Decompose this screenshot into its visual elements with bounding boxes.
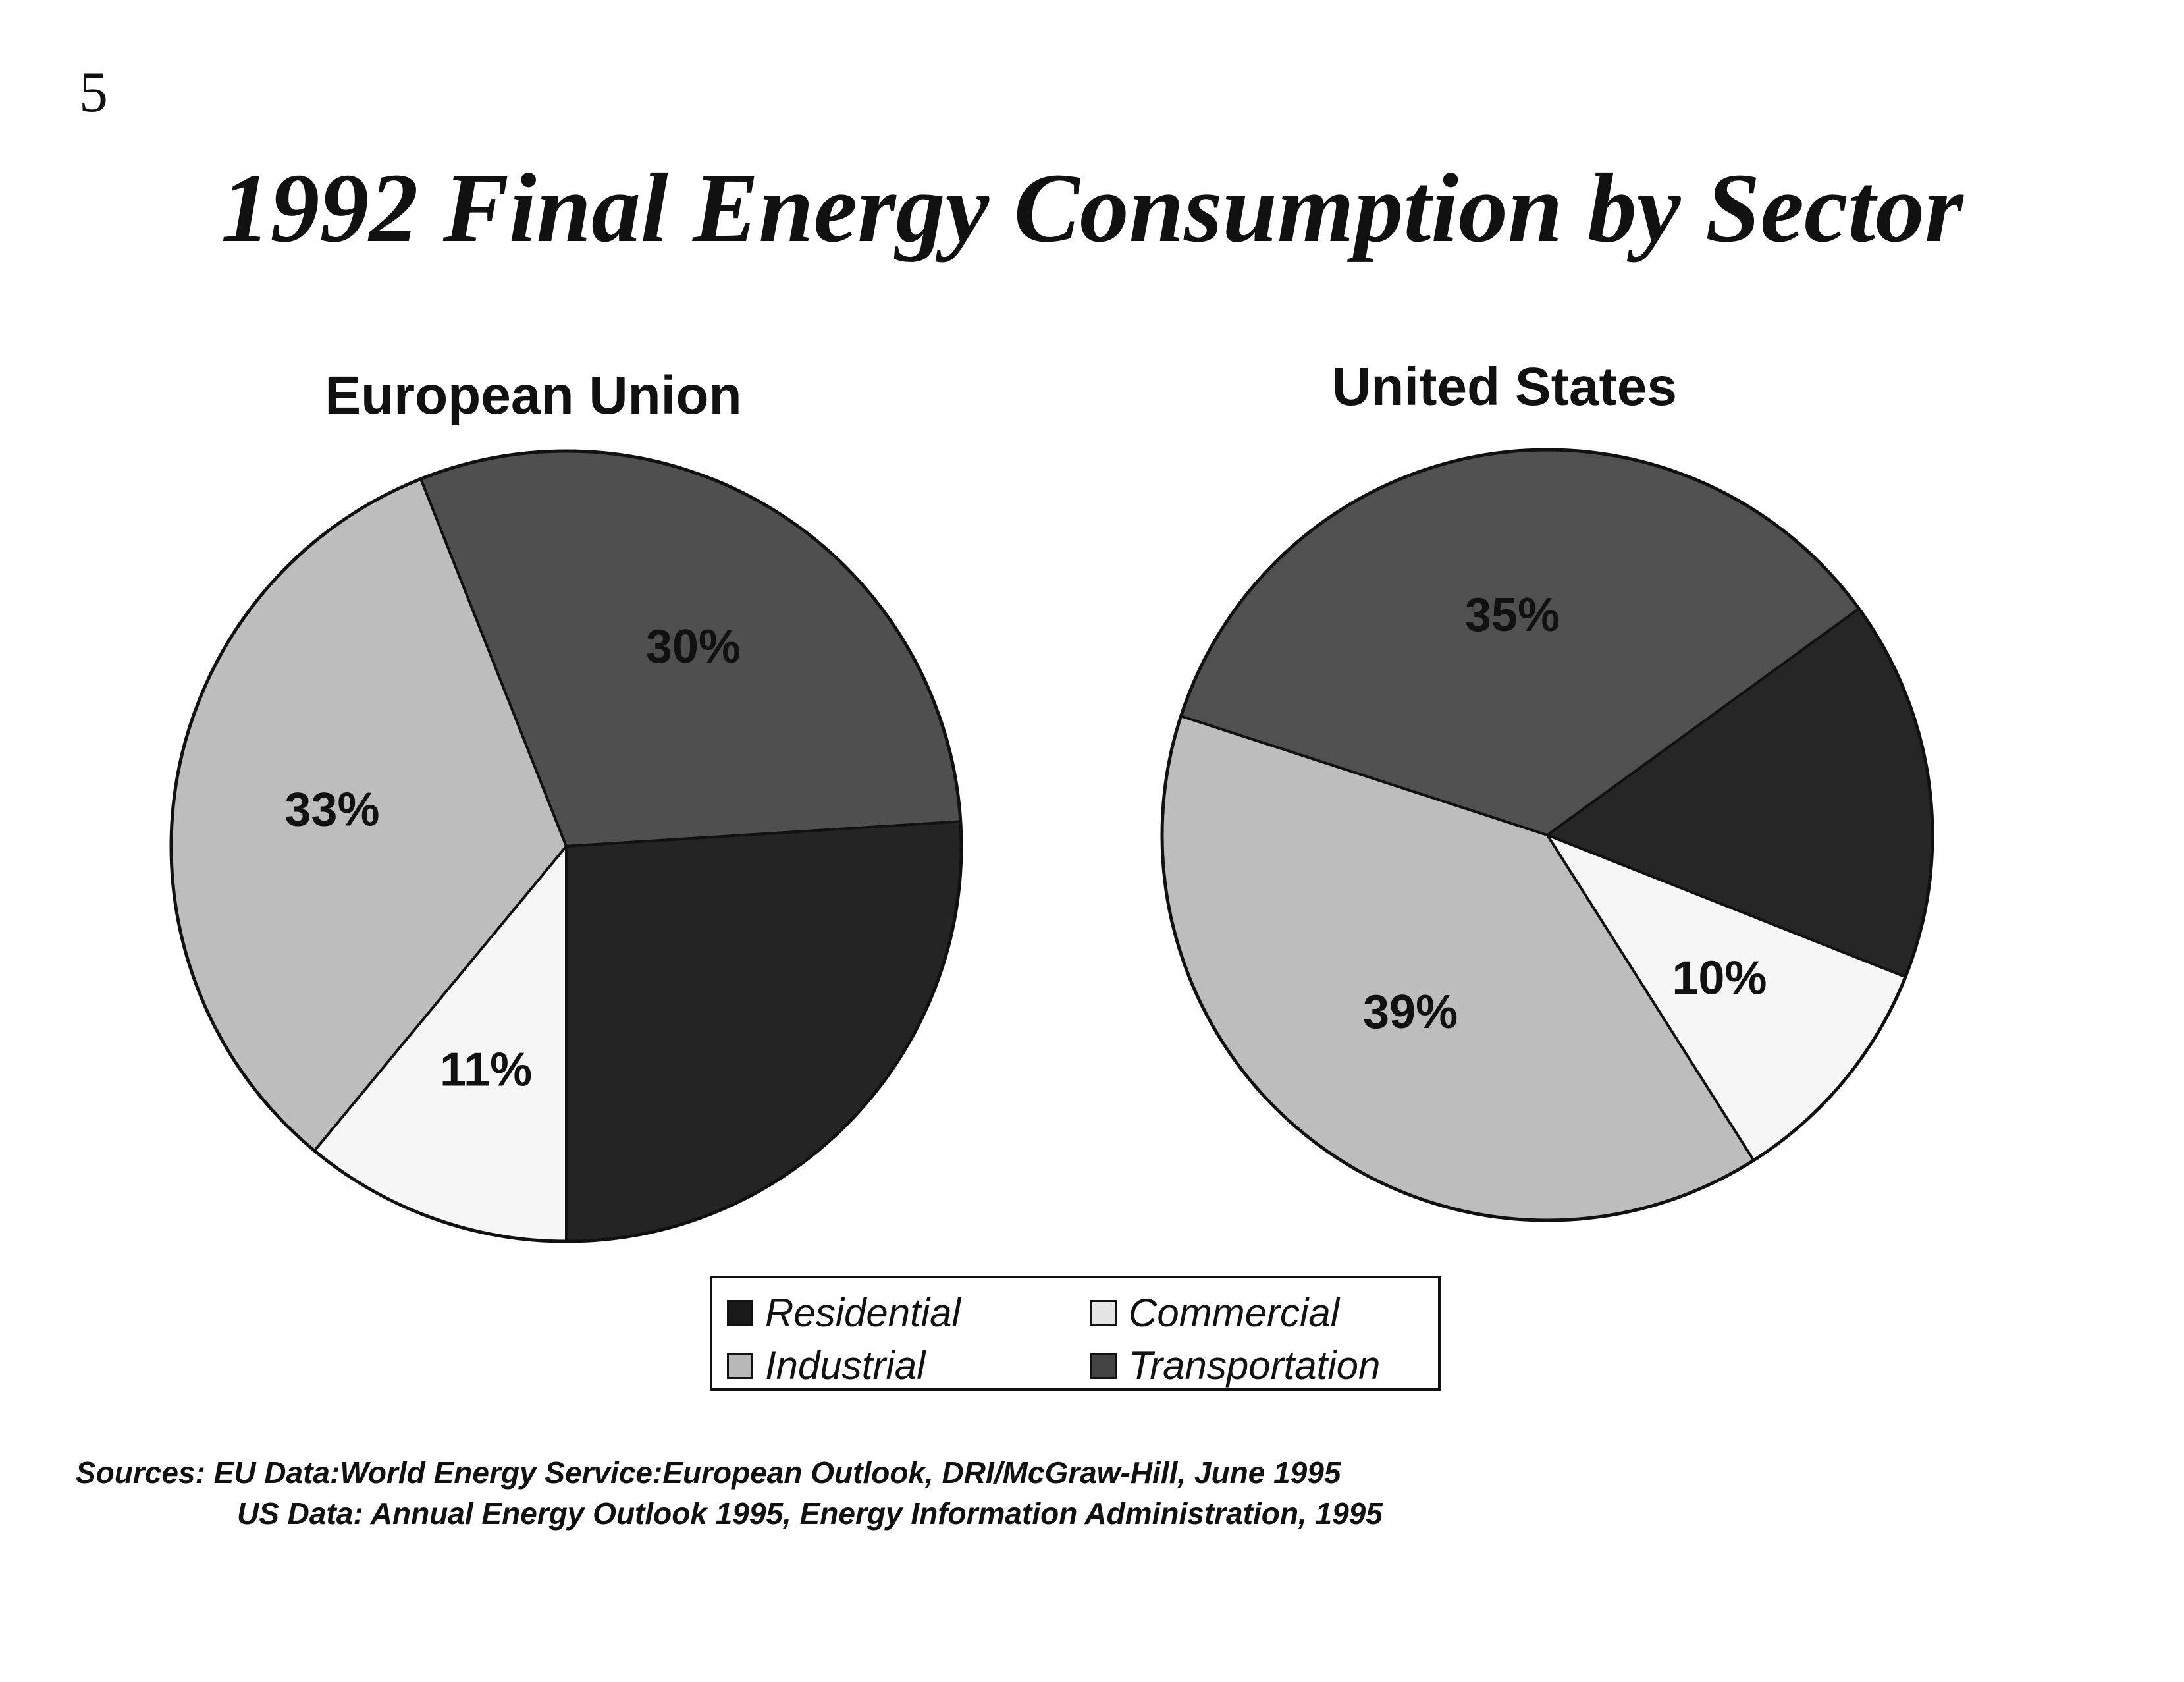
pie-slice-residential — [565, 820, 963, 1243]
pie-outline — [1160, 448, 1934, 1222]
pie-label-transportation: 35% — [1465, 589, 1560, 641]
legend-label-residential: Residential — [765, 1291, 961, 1335]
pie-title-us: United States — [1332, 357, 1677, 417]
legend-item-residential: Residential — [727, 1290, 961, 1336]
legend-item-transportation: Transportation — [1090, 1343, 1380, 1388]
sources-note: Sources: EU Data:World Energy Service:Eu… — [76, 1452, 1383, 1534]
legend-swatch-commercial — [1090, 1299, 1117, 1326]
legend: Residential Commercial Industrial Transp… — [710, 1276, 1441, 1391]
legend-swatch-industrial — [727, 1352, 753, 1379]
legend-swatch-residential — [727, 1299, 753, 1326]
legend-label-transportation: Transportation — [1129, 1343, 1381, 1388]
pie-label-industrial: 33% — [284, 784, 379, 836]
pie-label-commercial: 11% — [440, 1044, 532, 1097]
pie-label-commercial: 10% — [1672, 952, 1767, 1004]
pie-title-eu: European Union — [325, 366, 741, 425]
legend-swatch-transportation — [1090, 1352, 1117, 1379]
pie-label-industrial: 39% — [1363, 986, 1458, 1039]
pie-chart-eu: European Union 11% 33% 30% — [169, 366, 963, 1243]
page-number: 5 — [79, 61, 108, 124]
sources-line-us: US Data: Annual Energy Outlook 1995, Ene… — [237, 1496, 1383, 1531]
legend-item-commercial: Commercial — [1090, 1290, 1339, 1336]
legend-label-commercial: Commercial — [1129, 1291, 1340, 1335]
pie-chart-us: United States 10% 39% 35% — [1160, 357, 1934, 1222]
page-title: 1992 Final Energy Consumption by Sector — [221, 153, 1963, 263]
pie-label-transportation: 30% — [646, 620, 741, 673]
legend-label-industrial: Industrial — [765, 1343, 926, 1388]
legend-item-industrial: Industrial — [727, 1343, 925, 1388]
pie-outline — [169, 449, 963, 1243]
sources-line-eu: Sources: EU Data:World Energy Service:Eu… — [76, 1455, 1341, 1490]
